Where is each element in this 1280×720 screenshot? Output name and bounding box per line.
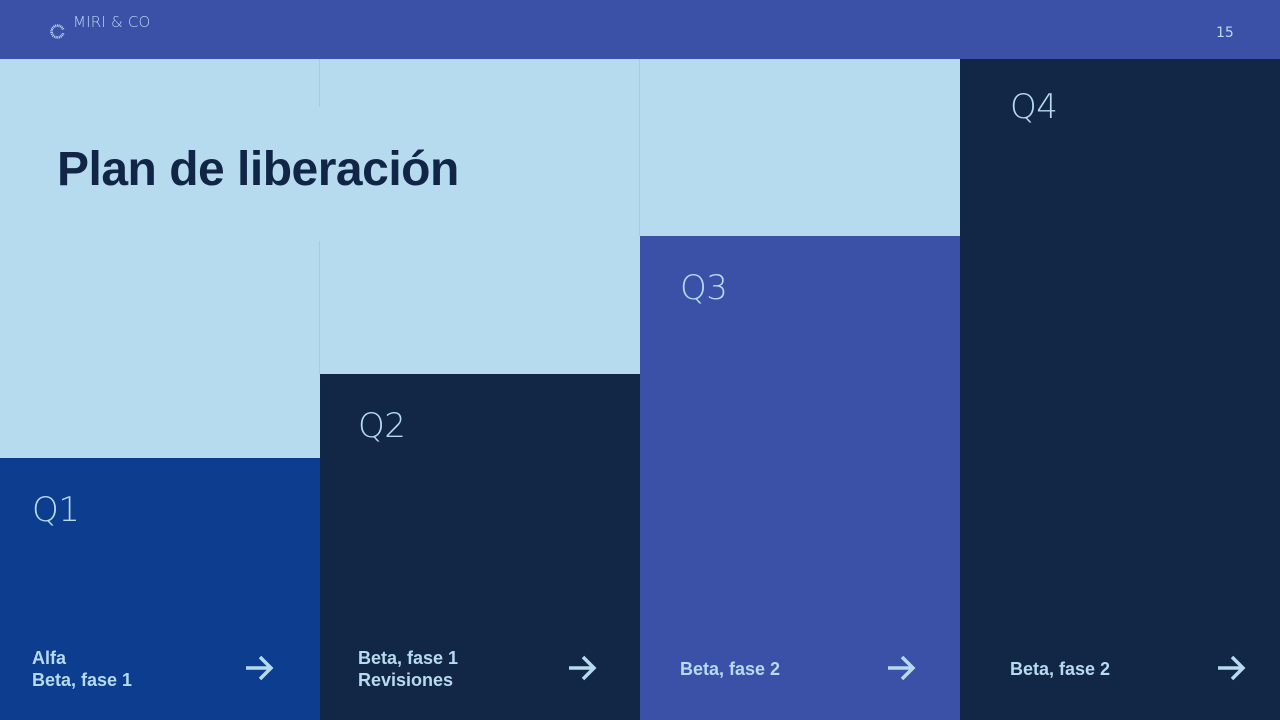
quarter-column-q4: Q4 Beta, fase 2 xyxy=(960,59,1280,720)
quarter-column-q1: Q1 Alfa Beta, fase 1 xyxy=(0,458,320,720)
quarter-label: Q1 xyxy=(32,490,80,530)
milestone-item: Beta, fase 1 xyxy=(358,648,459,668)
quarter-column-q2: Q2 Beta, fase 1 Revisiones xyxy=(320,374,640,720)
milestone-list: Beta, fase 1 Revisiones xyxy=(358,647,458,691)
milestone-list: Alfa Beta, fase 1 xyxy=(32,647,132,691)
brand-name: MIRI & CO xyxy=(73,13,151,31)
arrow-right-icon[interactable] xyxy=(567,653,597,683)
column-divider xyxy=(319,59,320,107)
slide-stage: Plan de liberación Q1 Alfa Beta, fase 1 … xyxy=(0,59,1280,720)
column-divider xyxy=(319,241,320,374)
milestone-list: Beta, fase 2 xyxy=(680,658,780,680)
milestone-item: Beta, fase 1 xyxy=(32,670,133,690)
milestone-item: Beta, fase 2 xyxy=(680,659,781,679)
quarter-label: Q4 xyxy=(1010,87,1058,127)
quarter-label: Q2 xyxy=(358,406,406,446)
arrow-right-icon[interactable] xyxy=(1216,653,1246,683)
milestone-list: Beta, fase 2 xyxy=(1010,658,1110,680)
page-number: 15 xyxy=(1216,25,1234,41)
column-divider xyxy=(639,59,640,236)
quarter-label: Q3 xyxy=(680,268,728,308)
brand-c-logo-icon xyxy=(50,24,66,39)
milestone-item: Alfa xyxy=(32,648,67,668)
slide-title: Plan de liberación xyxy=(57,143,459,196)
quarter-column-q3: Q3 Beta, fase 2 xyxy=(640,236,960,720)
arrow-right-icon[interactable] xyxy=(244,653,274,683)
milestone-item: Revisiones xyxy=(358,670,454,690)
arrow-right-icon[interactable] xyxy=(886,653,916,683)
header-bar: MIRI & CO 15 xyxy=(0,0,1280,59)
milestone-item: Beta, fase 2 xyxy=(1010,659,1111,679)
